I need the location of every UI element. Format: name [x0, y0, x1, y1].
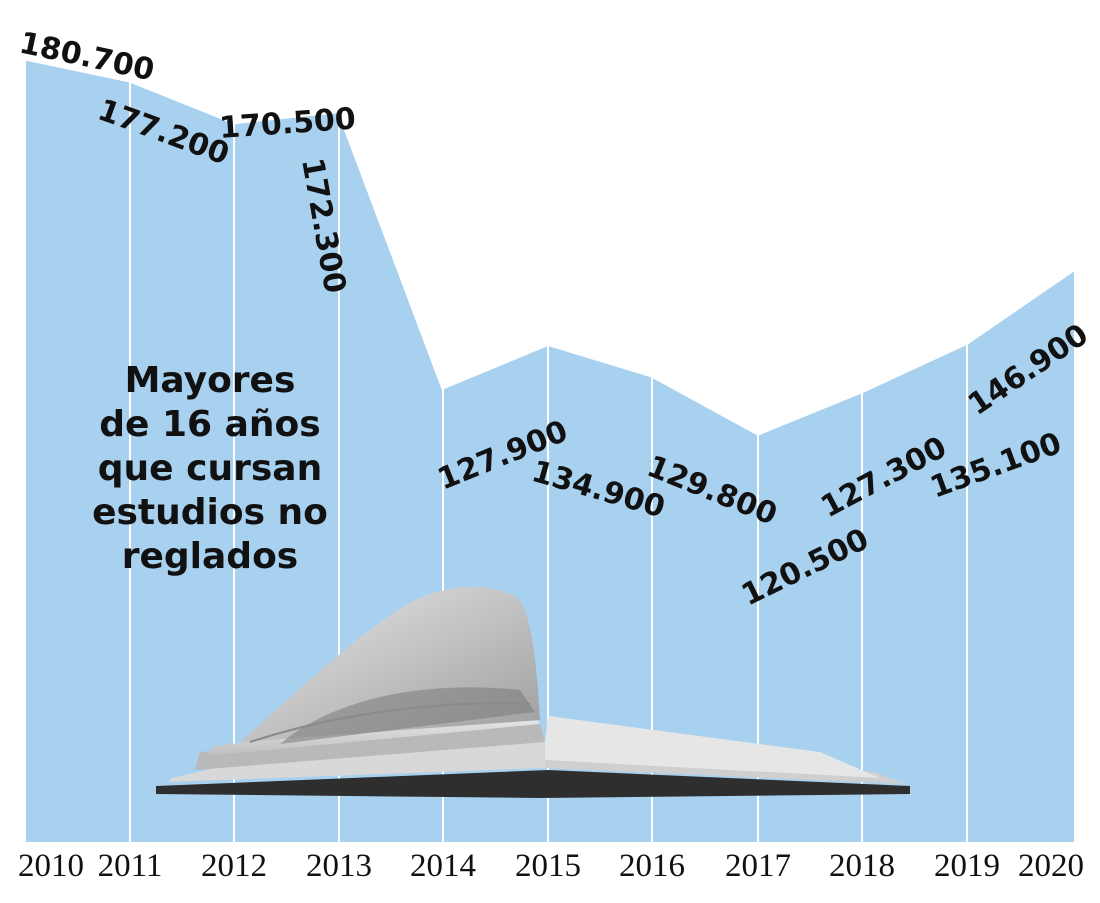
area-fill: [26, 58, 1074, 842]
annotation-line: estudios no: [92, 492, 328, 533]
x-tick-label: 2011: [98, 848, 163, 884]
annotation-line: de 16 años: [99, 404, 320, 445]
x-tick-label: 2019: [934, 848, 1000, 884]
annotation-line: que cursan: [98, 448, 322, 489]
annotation: Mayores de 16 años que cursan estudios n…: [92, 360, 328, 577]
x-tick-label: 2010: [18, 848, 84, 884]
x-tick-label: 2014: [410, 848, 476, 884]
x-tick-label: 2017: [725, 848, 791, 884]
x-tick-label: 2013: [306, 848, 372, 884]
annotation-line: reglados: [122, 536, 299, 577]
x-tick-label: 2020: [1018, 848, 1084, 884]
series-line: [25, 56, 1076, 436]
x-tick-label: 2018: [829, 848, 895, 884]
open-book-icon: [156, 586, 910, 798]
x-tick-label: 2012: [201, 848, 267, 884]
annotation-line: Mayores: [125, 360, 296, 401]
x-tick-label: 2016: [619, 848, 685, 884]
x-tick-label: 2015: [515, 848, 581, 884]
x-axis-tick-labels: 2010 2011 2012 2013 2014 2015 2016 2017 2018 2019…: [18, 848, 1084, 884]
